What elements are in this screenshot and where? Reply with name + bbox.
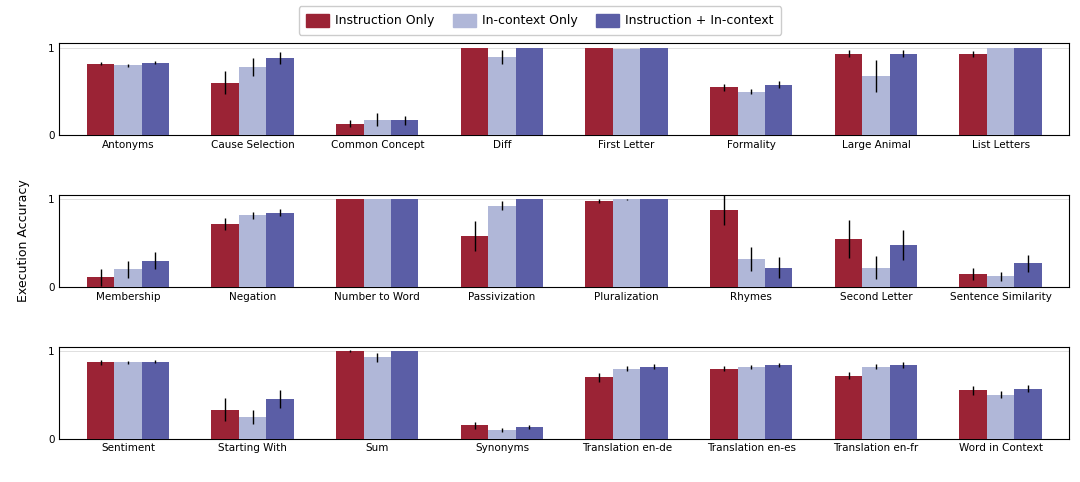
Bar — [461, 48, 488, 135]
Bar — [267, 399, 294, 439]
Bar — [959, 54, 987, 135]
Bar — [765, 268, 793, 287]
Bar — [515, 427, 543, 439]
Bar — [488, 430, 515, 439]
Bar — [711, 87, 738, 135]
Bar — [862, 76, 890, 135]
Bar — [336, 124, 364, 135]
Bar — [212, 83, 239, 135]
Bar — [114, 269, 141, 287]
Legend: Instruction Only, In-context Only, Instruction + In-context: Instruction Only, In-context Only, Instr… — [299, 6, 781, 35]
Bar — [987, 277, 1014, 287]
Bar — [86, 64, 114, 135]
Bar — [364, 357, 391, 439]
Bar — [862, 367, 890, 439]
Bar — [987, 395, 1014, 439]
Bar — [461, 236, 488, 287]
Bar — [488, 56, 515, 135]
Bar — [239, 417, 267, 439]
Bar — [613, 49, 640, 135]
Bar — [765, 365, 793, 439]
Bar — [212, 224, 239, 287]
Bar — [212, 410, 239, 439]
Bar — [585, 201, 613, 287]
Bar — [141, 362, 170, 439]
Bar — [86, 362, 114, 439]
Bar — [835, 54, 862, 135]
Bar — [1014, 48, 1042, 135]
Bar — [835, 375, 862, 439]
Bar — [835, 239, 862, 287]
Bar — [515, 48, 543, 135]
Bar — [364, 120, 391, 135]
Bar — [114, 65, 141, 135]
Bar — [738, 259, 765, 287]
Bar — [585, 48, 613, 135]
Bar — [461, 426, 488, 439]
Bar — [1014, 388, 1042, 439]
Bar — [141, 63, 170, 135]
Bar — [515, 200, 543, 287]
Text: Execution Accuracy: Execution Accuracy — [17, 180, 30, 302]
Bar — [640, 367, 667, 439]
Bar — [738, 92, 765, 135]
Bar — [364, 200, 391, 287]
Bar — [114, 362, 141, 439]
Bar — [987, 48, 1014, 135]
Bar — [336, 200, 364, 287]
Bar — [141, 261, 170, 287]
Bar — [613, 200, 640, 287]
Bar — [640, 200, 667, 287]
Bar — [738, 367, 765, 439]
Bar — [239, 215, 267, 287]
Bar — [1014, 263, 1042, 287]
Bar — [267, 213, 294, 287]
Bar — [391, 120, 418, 135]
Bar — [890, 365, 917, 439]
Bar — [890, 245, 917, 287]
Bar — [391, 200, 418, 287]
Bar — [640, 48, 667, 135]
Bar — [239, 67, 267, 135]
Bar — [488, 205, 515, 287]
Bar — [711, 369, 738, 439]
Bar — [890, 54, 917, 135]
Bar — [959, 274, 987, 287]
Bar — [86, 277, 114, 287]
Bar — [267, 58, 294, 135]
Bar — [862, 268, 890, 287]
Bar — [585, 377, 613, 439]
Bar — [711, 210, 738, 287]
Bar — [336, 351, 364, 439]
Bar — [613, 369, 640, 439]
Bar — [391, 351, 418, 439]
Bar — [765, 84, 793, 135]
Bar — [959, 390, 987, 439]
